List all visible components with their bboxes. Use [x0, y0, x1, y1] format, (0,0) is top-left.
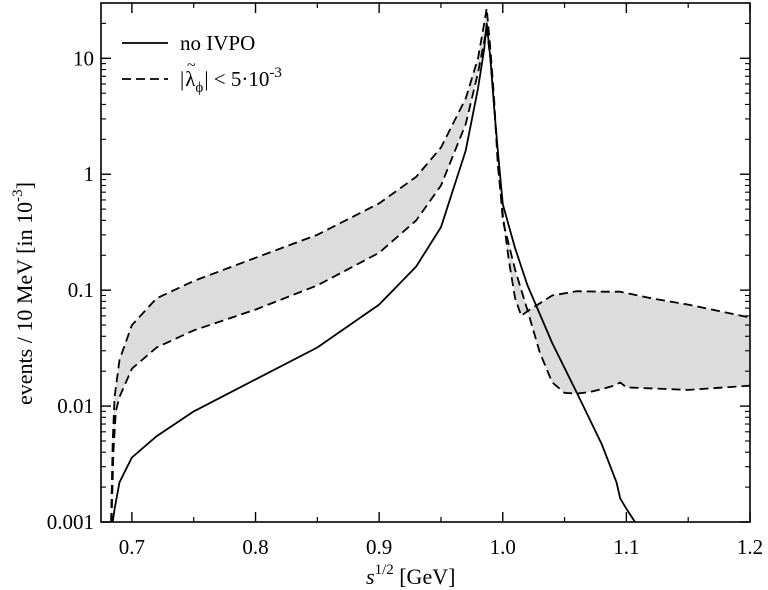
x-axis-title: s1/2 [GeV] [366, 562, 455, 589]
y-tick-label: 0.01 [57, 394, 94, 418]
y-tick-label: 1 [84, 162, 95, 186]
series-line-no-ivpo [111, 22, 636, 523]
series-layer [110, 7, 751, 523]
x-tick-label: 0.7 [119, 535, 145, 559]
y-axis-title: events / 10 MeV [in 10-3] [10, 182, 37, 405]
x-tick-label: 0.8 [242, 535, 268, 559]
uncertainty-band [111, 8, 751, 523]
legend: no IVPO |λϕ| < 5·10-3 ~ [122, 31, 282, 96]
series-line-upper-bound [110, 7, 751, 523]
legend-tilde-mark: ~ [187, 57, 196, 74]
x-tick-label: 1.0 [490, 535, 516, 559]
tick-labels-layer: 0.7 0.8 0.9 1.0 1.1 1.2 0.001 0.01 0.1 1 10 [47, 46, 763, 559]
series-line-lower-bound [110, 27, 751, 523]
x-tick-label: 1.2 [737, 535, 763, 559]
shaded-band-layer [111, 8, 751, 523]
y-tick-label: 0.1 [68, 278, 94, 302]
y-tick-label: 10 [73, 46, 94, 70]
legend-label-no-ivpo: no IVPO [180, 31, 255, 55]
plot-frame [100, 2, 751, 523]
x-tick-label: 0.9 [366, 535, 392, 559]
legend-label-lambda: |λϕ| < 5·10-3 [180, 65, 282, 96]
y-tick-label: 0.001 [47, 510, 94, 534]
x-tick-label: 1.1 [613, 535, 639, 559]
